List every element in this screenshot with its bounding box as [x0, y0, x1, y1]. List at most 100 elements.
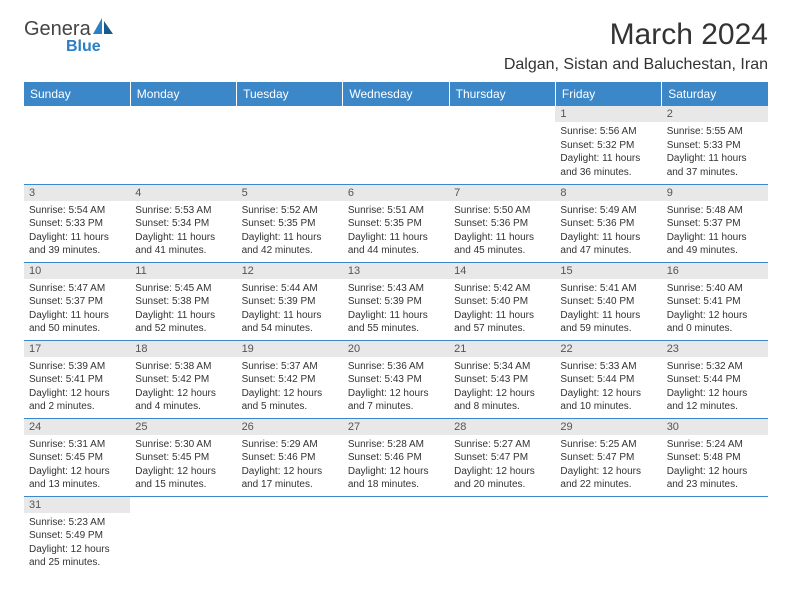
header: Genera Blue March 2024 Dalgan, Sistan an… — [24, 18, 768, 74]
day-line: Sunset: 5:32 PM — [560, 139, 656, 153]
calendar-day-cell: 16Sunrise: 5:40 AMSunset: 5:41 PMDayligh… — [662, 262, 768, 340]
day-number: 12 — [237, 263, 343, 279]
day-number: 9 — [662, 185, 768, 201]
day-line: Daylight: 11 hours and 44 minutes. — [348, 231, 444, 258]
day-line: Daylight: 12 hours and 17 minutes. — [242, 465, 338, 492]
day-line: Daylight: 12 hours and 10 minutes. — [560, 387, 656, 414]
calendar-day-cell: 19Sunrise: 5:37 AMSunset: 5:42 PMDayligh… — [237, 340, 343, 418]
calendar-day-cell: 30Sunrise: 5:24 AMSunset: 5:48 PMDayligh… — [662, 418, 768, 496]
day-content: Sunrise: 5:55 AMSunset: 5:33 PMDaylight:… — [662, 122, 768, 183]
day-content: Sunrise: 5:25 AMSunset: 5:47 PMDaylight:… — [555, 435, 661, 496]
calendar-day-cell: 11Sunrise: 5:45 AMSunset: 5:38 PMDayligh… — [130, 262, 236, 340]
day-content: Sunrise: 5:49 AMSunset: 5:36 PMDaylight:… — [555, 201, 661, 262]
day-content: Sunrise: 5:38 AMSunset: 5:42 PMDaylight:… — [130, 357, 236, 418]
day-line: Sunrise: 5:27 AM — [454, 438, 550, 452]
day-content: Sunrise: 5:36 AMSunset: 5:43 PMDaylight:… — [343, 357, 449, 418]
logo-text-1: Genera — [24, 18, 91, 40]
day-number: 29 — [555, 419, 661, 435]
calendar-day-cell: 10Sunrise: 5:47 AMSunset: 5:37 PMDayligh… — [24, 262, 130, 340]
day-number: 14 — [449, 263, 555, 279]
day-number: 8 — [555, 185, 661, 201]
calendar-day-cell — [449, 106, 555, 184]
day-line: Daylight: 12 hours and 8 minutes. — [454, 387, 550, 414]
day-line: Sunset: 5:37 PM — [667, 217, 763, 231]
calendar-day-cell: 2Sunrise: 5:55 AMSunset: 5:33 PMDaylight… — [662, 106, 768, 184]
day-line: Sunset: 5:45 PM — [29, 451, 125, 465]
day-line: Sunset: 5:44 PM — [560, 373, 656, 387]
day-content: Sunrise: 5:50 AMSunset: 5:36 PMDaylight:… — [449, 201, 555, 262]
calendar-day-cell: 17Sunrise: 5:39 AMSunset: 5:41 PMDayligh… — [24, 340, 130, 418]
day-line: Sunset: 5:33 PM — [29, 217, 125, 231]
calendar-day-cell: 8Sunrise: 5:49 AMSunset: 5:36 PMDaylight… — [555, 184, 661, 262]
day-number: 20 — [343, 341, 449, 357]
calendar-day-cell — [24, 106, 130, 184]
calendar-day-cell — [555, 496, 661, 574]
day-line: Daylight: 12 hours and 7 minutes. — [348, 387, 444, 414]
day-line: Sunset: 5:44 PM — [667, 373, 763, 387]
day-content: Sunrise: 5:39 AMSunset: 5:41 PMDaylight:… — [24, 357, 130, 418]
day-content: Sunrise: 5:29 AMSunset: 5:46 PMDaylight:… — [237, 435, 343, 496]
day-number: 17 — [24, 341, 130, 357]
day-line: Sunrise: 5:25 AM — [560, 438, 656, 452]
day-content: Sunrise: 5:33 AMSunset: 5:44 PMDaylight:… — [555, 357, 661, 418]
calendar-day-cell: 12Sunrise: 5:44 AMSunset: 5:39 PMDayligh… — [237, 262, 343, 340]
day-line: Sunset: 5:40 PM — [560, 295, 656, 309]
calendar-day-cell: 15Sunrise: 5:41 AMSunset: 5:40 PMDayligh… — [555, 262, 661, 340]
calendar-day-cell: 27Sunrise: 5:28 AMSunset: 5:46 PMDayligh… — [343, 418, 449, 496]
day-line: Sunrise: 5:43 AM — [348, 282, 444, 296]
day-content: Sunrise: 5:40 AMSunset: 5:41 PMDaylight:… — [662, 279, 768, 340]
day-line: Sunrise: 5:44 AM — [242, 282, 338, 296]
calendar-week-row: 3Sunrise: 5:54 AMSunset: 5:33 PMDaylight… — [24, 184, 768, 262]
day-line: Daylight: 12 hours and 2 minutes. — [29, 387, 125, 414]
day-line: Sunrise: 5:54 AM — [29, 204, 125, 218]
day-number: 22 — [555, 341, 661, 357]
day-content: Sunrise: 5:34 AMSunset: 5:43 PMDaylight:… — [449, 357, 555, 418]
day-number: 25 — [130, 419, 236, 435]
day-line: Daylight: 12 hours and 4 minutes. — [135, 387, 231, 414]
day-content: Sunrise: 5:45 AMSunset: 5:38 PMDaylight:… — [130, 279, 236, 340]
day-line: Sunrise: 5:51 AM — [348, 204, 444, 218]
day-line: Daylight: 12 hours and 18 minutes. — [348, 465, 444, 492]
day-content: Sunrise: 5:48 AMSunset: 5:37 PMDaylight:… — [662, 201, 768, 262]
day-line: Sunset: 5:36 PM — [454, 217, 550, 231]
day-number: 18 — [130, 341, 236, 357]
day-line: Sunrise: 5:45 AM — [135, 282, 231, 296]
day-line: Sunrise: 5:55 AM — [667, 125, 763, 139]
calendar-week-row: 17Sunrise: 5:39 AMSunset: 5:41 PMDayligh… — [24, 340, 768, 418]
day-line: Sunset: 5:46 PM — [242, 451, 338, 465]
day-line: Daylight: 12 hours and 15 minutes. — [135, 465, 231, 492]
calendar-week-row: 1Sunrise: 5:56 AMSunset: 5:32 PMDaylight… — [24, 106, 768, 184]
calendar-day-cell: 24Sunrise: 5:31 AMSunset: 5:45 PMDayligh… — [24, 418, 130, 496]
calendar-day-cell: 5Sunrise: 5:52 AMSunset: 5:35 PMDaylight… — [237, 184, 343, 262]
day-line: Daylight: 11 hours and 37 minutes. — [667, 152, 763, 179]
day-content: Sunrise: 5:54 AMSunset: 5:33 PMDaylight:… — [24, 201, 130, 262]
day-line: Sunrise: 5:29 AM — [242, 438, 338, 452]
day-line: Daylight: 11 hours and 39 minutes. — [29, 231, 125, 258]
calendar-day-cell — [130, 496, 236, 574]
day-number: 7 — [449, 185, 555, 201]
calendar-day-cell: 28Sunrise: 5:27 AMSunset: 5:47 PMDayligh… — [449, 418, 555, 496]
day-line: Sunset: 5:36 PM — [560, 217, 656, 231]
calendar-day-cell: 9Sunrise: 5:48 AMSunset: 5:37 PMDaylight… — [662, 184, 768, 262]
calendar-body: 1Sunrise: 5:56 AMSunset: 5:32 PMDaylight… — [24, 106, 768, 574]
day-line: Sunset: 5:45 PM — [135, 451, 231, 465]
page-title: March 2024 — [504, 18, 768, 52]
calendar-day-cell: 23Sunrise: 5:32 AMSunset: 5:44 PMDayligh… — [662, 340, 768, 418]
calendar-day-cell: 13Sunrise: 5:43 AMSunset: 5:39 PMDayligh… — [343, 262, 449, 340]
location: Dalgan, Sistan and Baluchestan, Iran — [504, 56, 768, 74]
day-line: Sunrise: 5:41 AM — [560, 282, 656, 296]
day-content: Sunrise: 5:51 AMSunset: 5:35 PMDaylight:… — [343, 201, 449, 262]
day-content: Sunrise: 5:30 AMSunset: 5:45 PMDaylight:… — [130, 435, 236, 496]
calendar-day-cell — [237, 106, 343, 184]
day-line: Sunset: 5:42 PM — [242, 373, 338, 387]
day-line: Sunrise: 5:32 AM — [667, 360, 763, 374]
day-content: Sunrise: 5:37 AMSunset: 5:42 PMDaylight:… — [237, 357, 343, 418]
day-line: Sunset: 5:35 PM — [242, 217, 338, 231]
day-line: Sunrise: 5:50 AM — [454, 204, 550, 218]
day-line: Sunrise: 5:23 AM — [29, 516, 125, 530]
day-line: Daylight: 11 hours and 55 minutes. — [348, 309, 444, 336]
calendar-week-row: 31Sunrise: 5:23 AMSunset: 5:49 PMDayligh… — [24, 496, 768, 574]
day-number: 21 — [449, 341, 555, 357]
day-number: 24 — [24, 419, 130, 435]
day-number: 1 — [555, 106, 661, 122]
